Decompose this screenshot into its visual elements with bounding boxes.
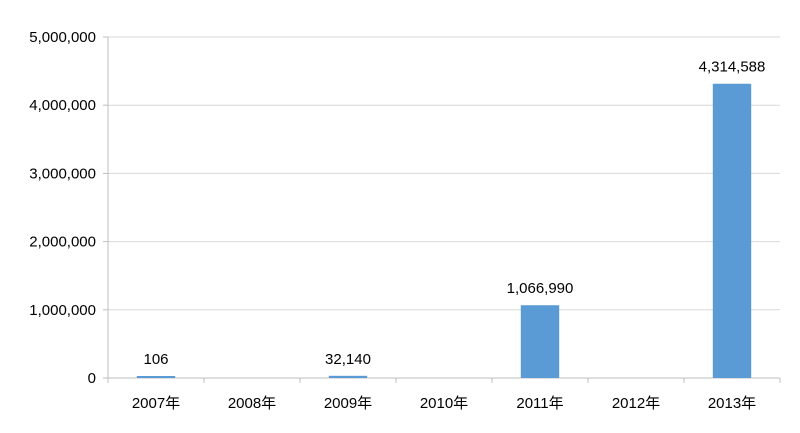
bar <box>136 376 176 378</box>
bar <box>328 375 368 378</box>
x-category-label: 2011年 <box>516 395 563 412</box>
bar <box>712 83 752 378</box>
bar <box>520 305 560 378</box>
bars <box>136 83 752 378</box>
x-category-label: 2012年 <box>612 395 660 412</box>
y-tick-label: 3,000,000 <box>29 165 96 182</box>
y-tick-label: 1,000,000 <box>29 302 96 319</box>
data-label: 1,066,990 <box>507 280 574 297</box>
data-label: 4,314,588 <box>699 59 766 76</box>
x-category-label: 2013年 <box>708 395 756 412</box>
y-tick-label: 0 <box>88 370 96 387</box>
x-category-label: 2008年 <box>228 395 276 412</box>
y-tick-label: 4,000,000 <box>29 97 96 114</box>
y-tick-label: 2,000,000 <box>29 234 96 251</box>
labels: 0 1,000,000 2,000,000 3,000,000 4,000,000 5,0… <box>29 29 765 412</box>
y-tick-label: 5,000,000 <box>29 29 96 46</box>
data-label: 106 <box>143 351 168 368</box>
x-category-label: 2009年 <box>324 395 372 412</box>
data-label: 32,140 <box>325 351 371 368</box>
gridlines <box>108 36 780 311</box>
x-category-label: 2007年 <box>132 395 180 412</box>
x-category-label: 2010年 <box>420 395 468 412</box>
axes <box>103 36 781 383</box>
